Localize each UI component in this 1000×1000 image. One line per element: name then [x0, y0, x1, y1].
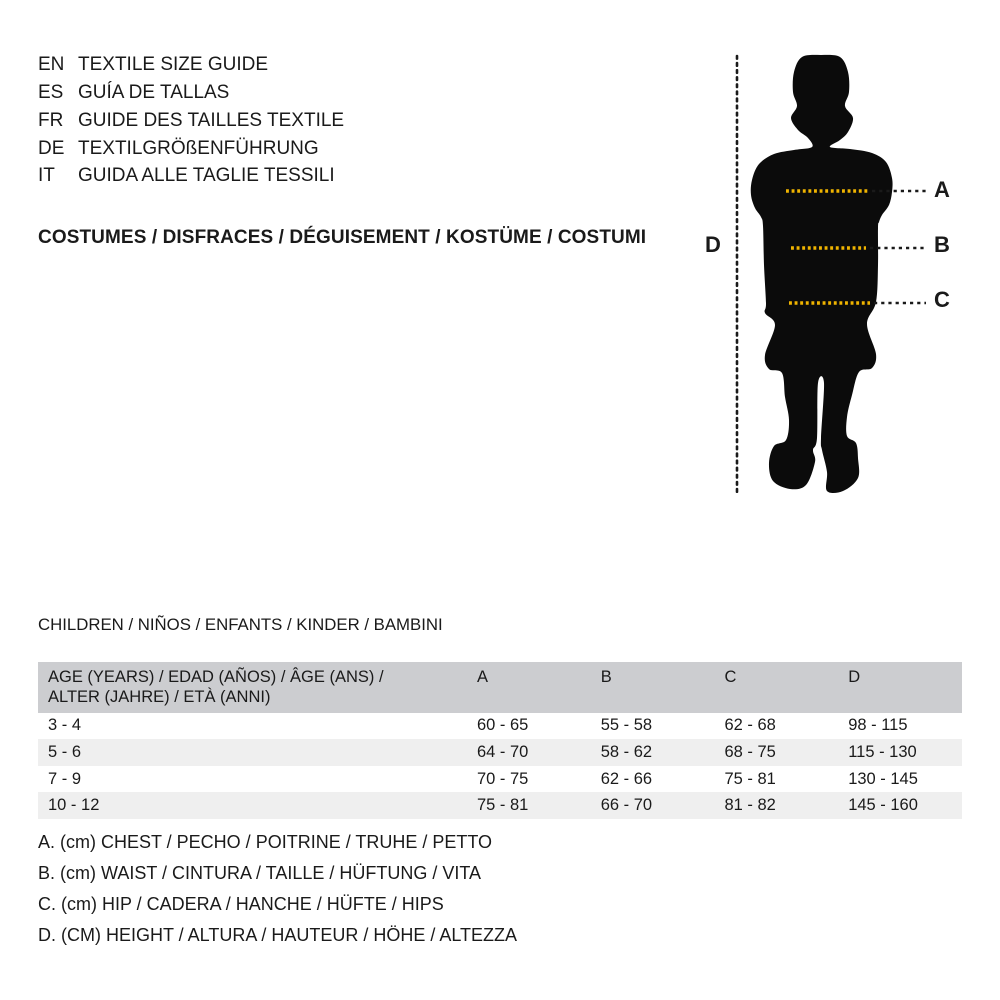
svg-text:C: C	[934, 287, 950, 312]
svg-text:D: D	[705, 232, 721, 257]
svg-text:A: A	[934, 177, 950, 202]
svg-text:B: B	[934, 232, 950, 257]
